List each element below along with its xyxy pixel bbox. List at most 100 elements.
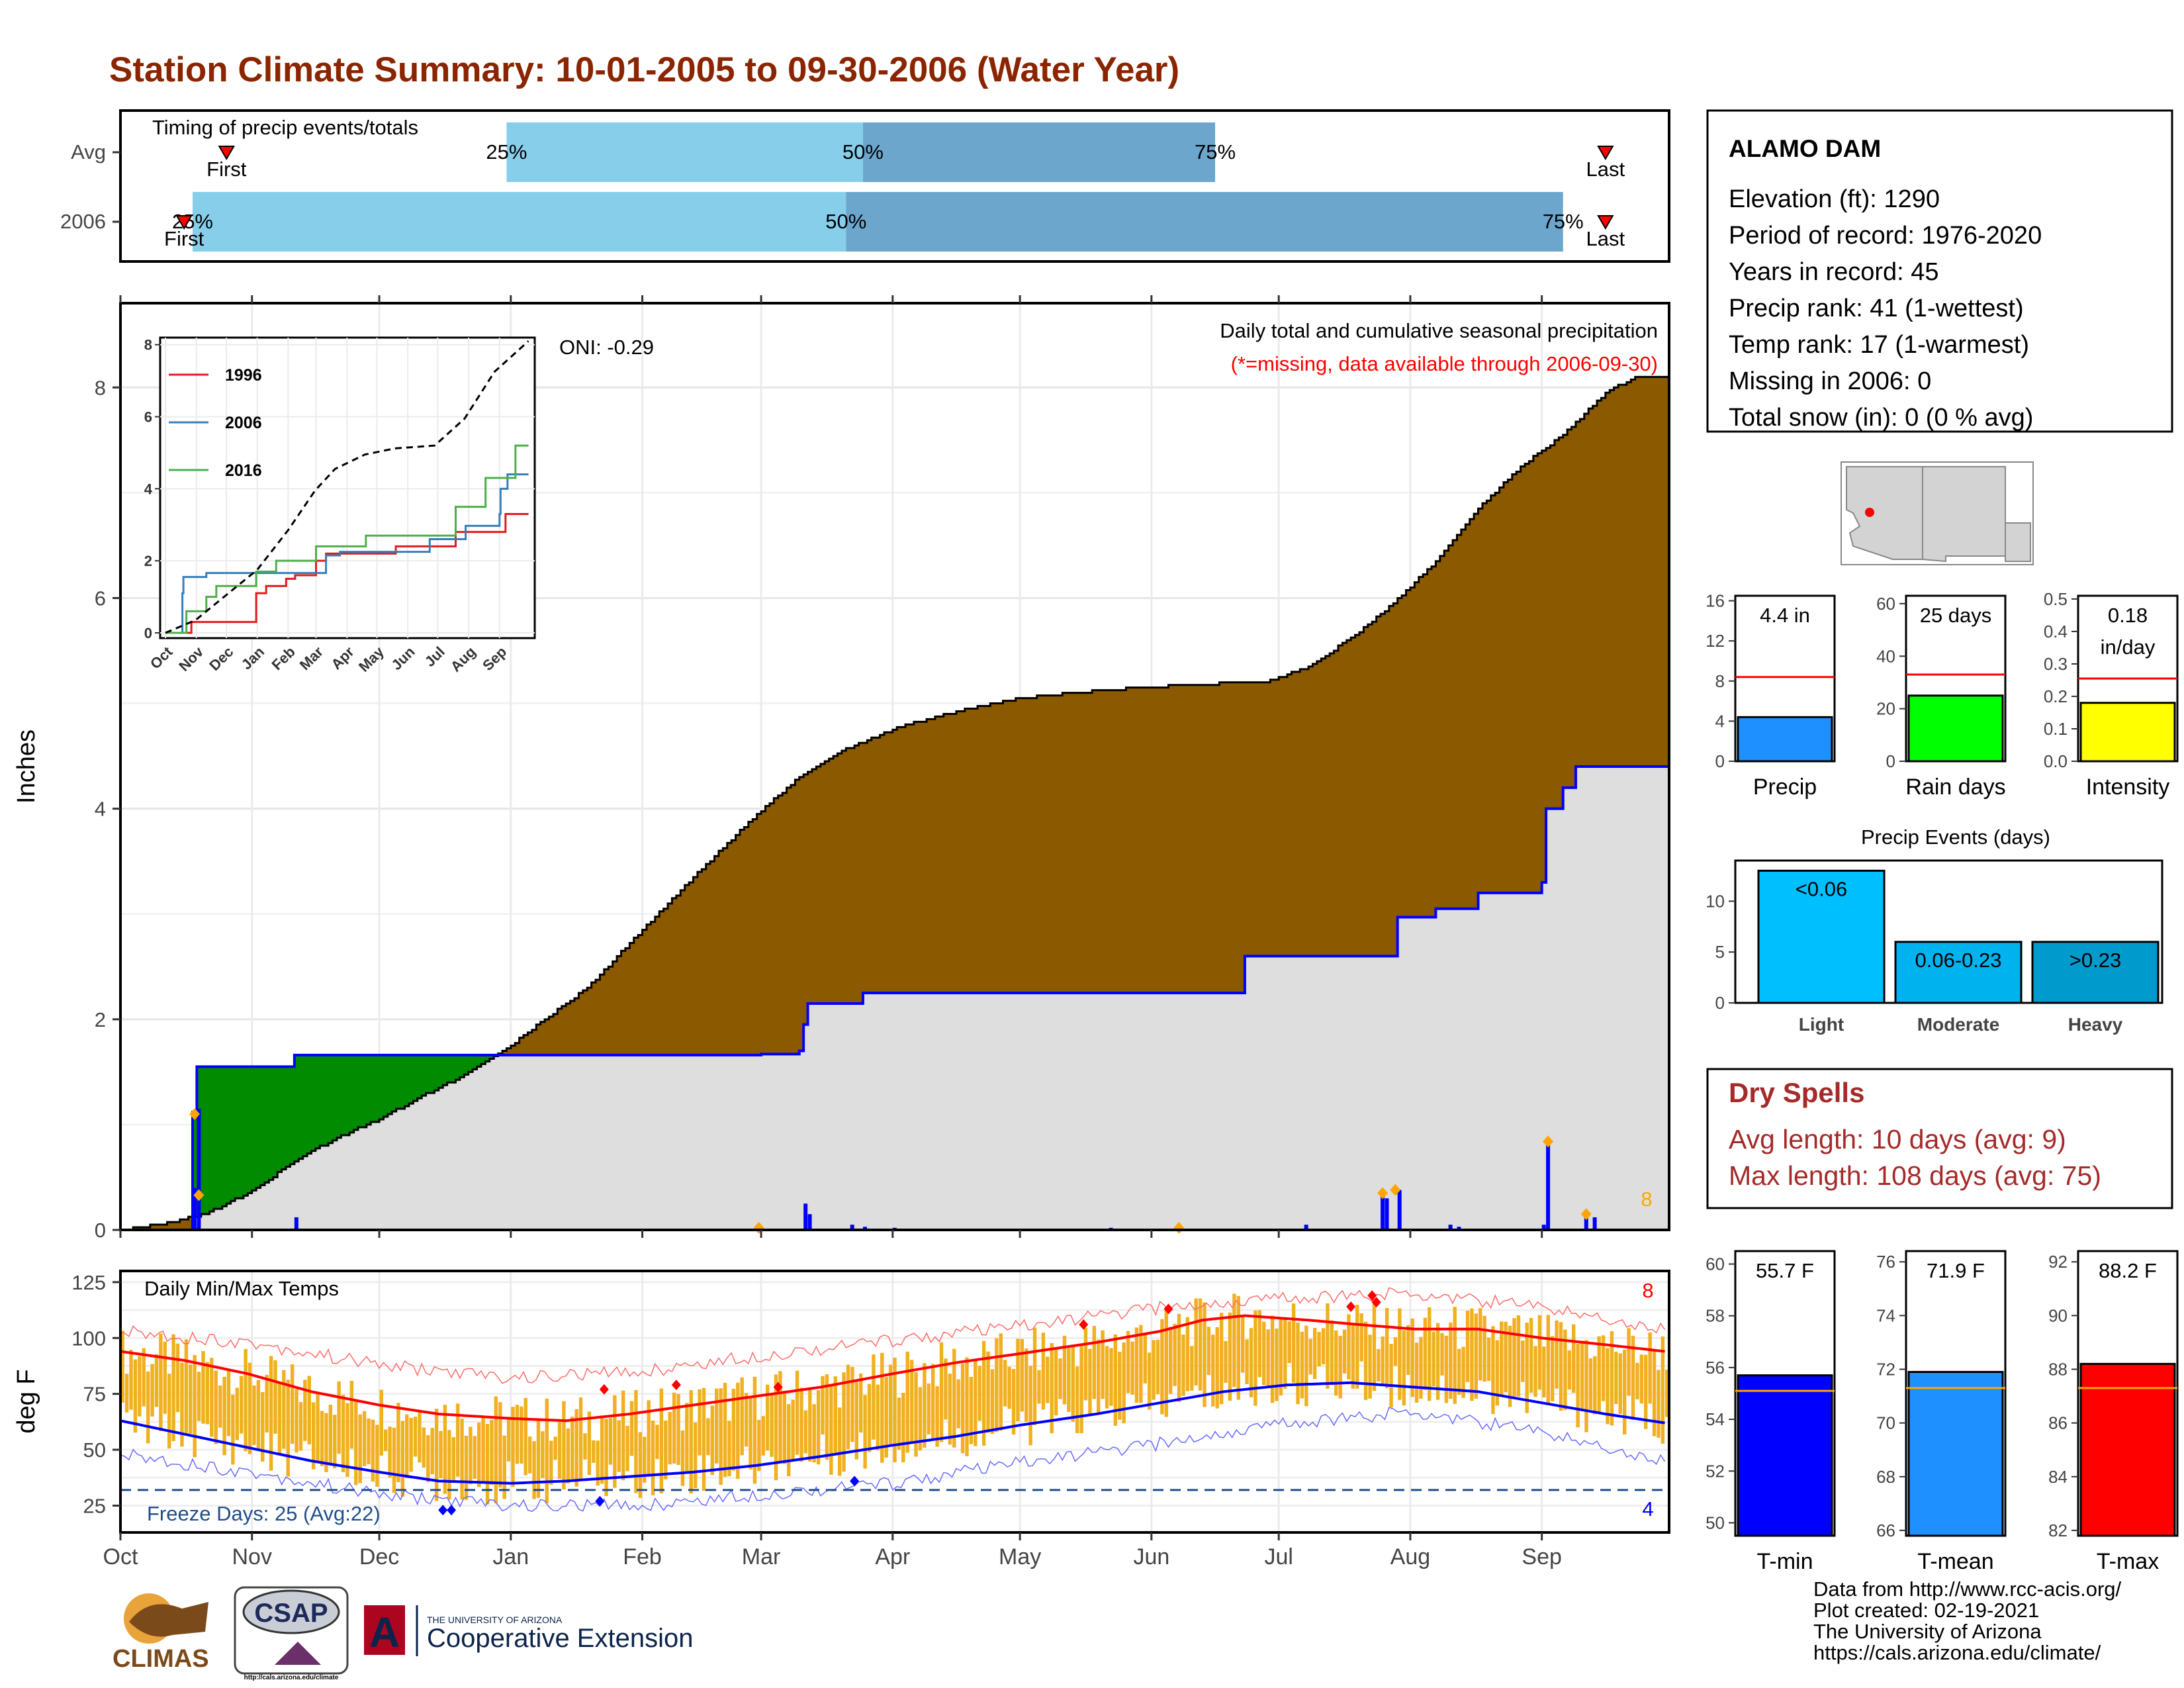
daily-temp-bar xyxy=(702,1387,706,1491)
logos: CLIMAS CSAP http://cals.arizona.edu/clim… xyxy=(113,1586,693,1681)
daily-temp-bar xyxy=(744,1393,749,1447)
legend-label-2006: 2006 xyxy=(225,414,262,432)
daily-temp-bar xyxy=(1648,1332,1652,1404)
timing-p75-label: 75% xyxy=(1195,140,1236,164)
first-event-marker xyxy=(175,215,193,230)
daily-temp-bar xyxy=(1232,1293,1236,1387)
daily-temp-bar xyxy=(981,1340,986,1446)
daily-precip-bar xyxy=(294,1217,298,1230)
daily-temp-bar xyxy=(277,1383,282,1454)
daily-temp-bar xyxy=(1410,1318,1414,1397)
daily-temp-bar xyxy=(1139,1325,1143,1403)
daily-temp-bar xyxy=(1020,1338,1024,1412)
daily-temp-bar xyxy=(1465,1310,1470,1382)
daily-temp-bar xyxy=(434,1409,439,1501)
temp-summary-value-label: 71.9 F xyxy=(1927,1259,1985,1282)
daily-temp-bar xyxy=(553,1436,557,1460)
daily-temp-bar xyxy=(286,1380,290,1477)
daily-temp-bar xyxy=(1525,1323,1529,1413)
daily-temp-bar xyxy=(1037,1370,1041,1404)
last-event-label: Last xyxy=(1586,227,1625,250)
daily-temp-bar xyxy=(1041,1333,1046,1410)
daily-temp-bar xyxy=(1321,1328,1326,1365)
daily-temp-bar xyxy=(426,1435,430,1483)
daily-temp-bar xyxy=(214,1370,218,1444)
daily-temp-bar xyxy=(1240,1317,1245,1373)
daily-temp-bar xyxy=(901,1393,905,1463)
daily-temp-bar xyxy=(1181,1335,1185,1396)
daily-temp-bar xyxy=(608,1417,613,1465)
precip-y-tick-label: 2 xyxy=(95,1008,106,1031)
daily-temp-bar xyxy=(171,1334,175,1442)
daily-temp-bar xyxy=(189,1364,193,1434)
daily-temp-bar xyxy=(460,1419,464,1500)
daily-temp-bar xyxy=(256,1380,261,1451)
timing-p25-label: 25% xyxy=(172,210,213,233)
ua-logo: A THE UNIVERSITY OF ARIZONA Cooperative … xyxy=(364,1605,693,1656)
timing-bar-q1-Avg xyxy=(506,122,863,182)
daily-temp-bar xyxy=(541,1431,545,1478)
daily-temp-bar xyxy=(1555,1320,1559,1389)
daily-temp-bar xyxy=(1257,1310,1262,1378)
daily-temp-bar xyxy=(1342,1329,1347,1374)
daily-temp-bar xyxy=(235,1387,239,1440)
daily-temp-bar xyxy=(142,1348,146,1407)
daily-temp-bar xyxy=(1338,1335,1342,1399)
daily-temp-bar xyxy=(1516,1315,1521,1397)
first-event-label: First xyxy=(164,227,205,250)
record-low-marker xyxy=(595,1495,605,1507)
events-y-tick-label: 0 xyxy=(1715,993,1725,1013)
daily-temp-bar xyxy=(443,1405,447,1494)
temp-y-tick-label: 125 xyxy=(71,1271,106,1294)
daily-temp-bar xyxy=(1211,1335,1215,1407)
events-bar-label: 0.06-0.23 xyxy=(1915,949,2002,972)
daily-temp-bar xyxy=(960,1363,965,1454)
daily-temp-bar xyxy=(469,1427,473,1485)
daily-temp-bar xyxy=(1177,1313,1181,1402)
temp-summary-y-tick-label: 60 xyxy=(1706,1254,1725,1274)
daily-temp-bar xyxy=(1610,1331,1614,1426)
daily-temp-bar xyxy=(1326,1303,1330,1389)
daily-temp-bar xyxy=(1389,1344,1393,1408)
daily-temp-bar xyxy=(320,1411,324,1466)
daily-temp-bar xyxy=(562,1401,566,1490)
events-bar-moderate xyxy=(1894,941,2023,1004)
temp-panel: 25 50 75 100 125 Oct Nov Dec Jan Feb Mar Apr May Jun J… xyxy=(13,1270,1670,1570)
daily-temp-bar xyxy=(1287,1321,1291,1364)
daily-temp-bar xyxy=(557,1420,562,1479)
temp-summary-bar-T-max xyxy=(2079,1362,2176,1537)
temp-y-tick-label: 100 xyxy=(71,1327,106,1350)
map-texas xyxy=(2005,522,2031,562)
temp-summary-category-label: T-min xyxy=(1757,1549,1813,1574)
daily-temp-bar xyxy=(1368,1335,1372,1399)
daily-temp-bar xyxy=(1092,1326,1097,1399)
daily-temp-bar xyxy=(629,1401,634,1456)
daily-temp-bar xyxy=(821,1376,825,1435)
daily-temp-bar xyxy=(418,1410,422,1463)
daily-temp-bar xyxy=(290,1364,295,1444)
temp-y-tick-label: 25 xyxy=(83,1494,106,1517)
daily-temp-bar xyxy=(133,1359,138,1433)
daily-temp-bar xyxy=(1062,1335,1067,1405)
daily-temp-bar xyxy=(706,1418,710,1456)
precip-axes: 0 2 4 6 8 xyxy=(95,295,1543,1242)
daily-temp-bar xyxy=(244,1348,248,1452)
daily-temp-bar xyxy=(752,1376,757,1484)
temp-summary-y-tick-label: 86 xyxy=(2048,1413,2068,1433)
first-event-marker xyxy=(218,146,236,160)
summary-category-label: Precip xyxy=(1753,774,1817,800)
summary-bar-Intensity xyxy=(2079,702,2176,763)
daily-temp-bar xyxy=(1601,1335,1606,1401)
daily-temp-bar xyxy=(383,1429,388,1452)
daily-temp-bar xyxy=(689,1390,693,1494)
daily-temp-bar xyxy=(1007,1366,1011,1409)
temp-x-tick-label: Mar xyxy=(742,1544,781,1570)
daily-temp-bar xyxy=(566,1428,570,1484)
record-high-marker xyxy=(1346,1301,1356,1313)
daily-temp-bar xyxy=(515,1405,520,1464)
precip-y-tick-label: 8 xyxy=(95,376,106,399)
daily-temp-bar xyxy=(490,1419,494,1485)
daily-temp-bar xyxy=(1032,1327,1037,1425)
daily-temp-bar xyxy=(1500,1321,1504,1397)
